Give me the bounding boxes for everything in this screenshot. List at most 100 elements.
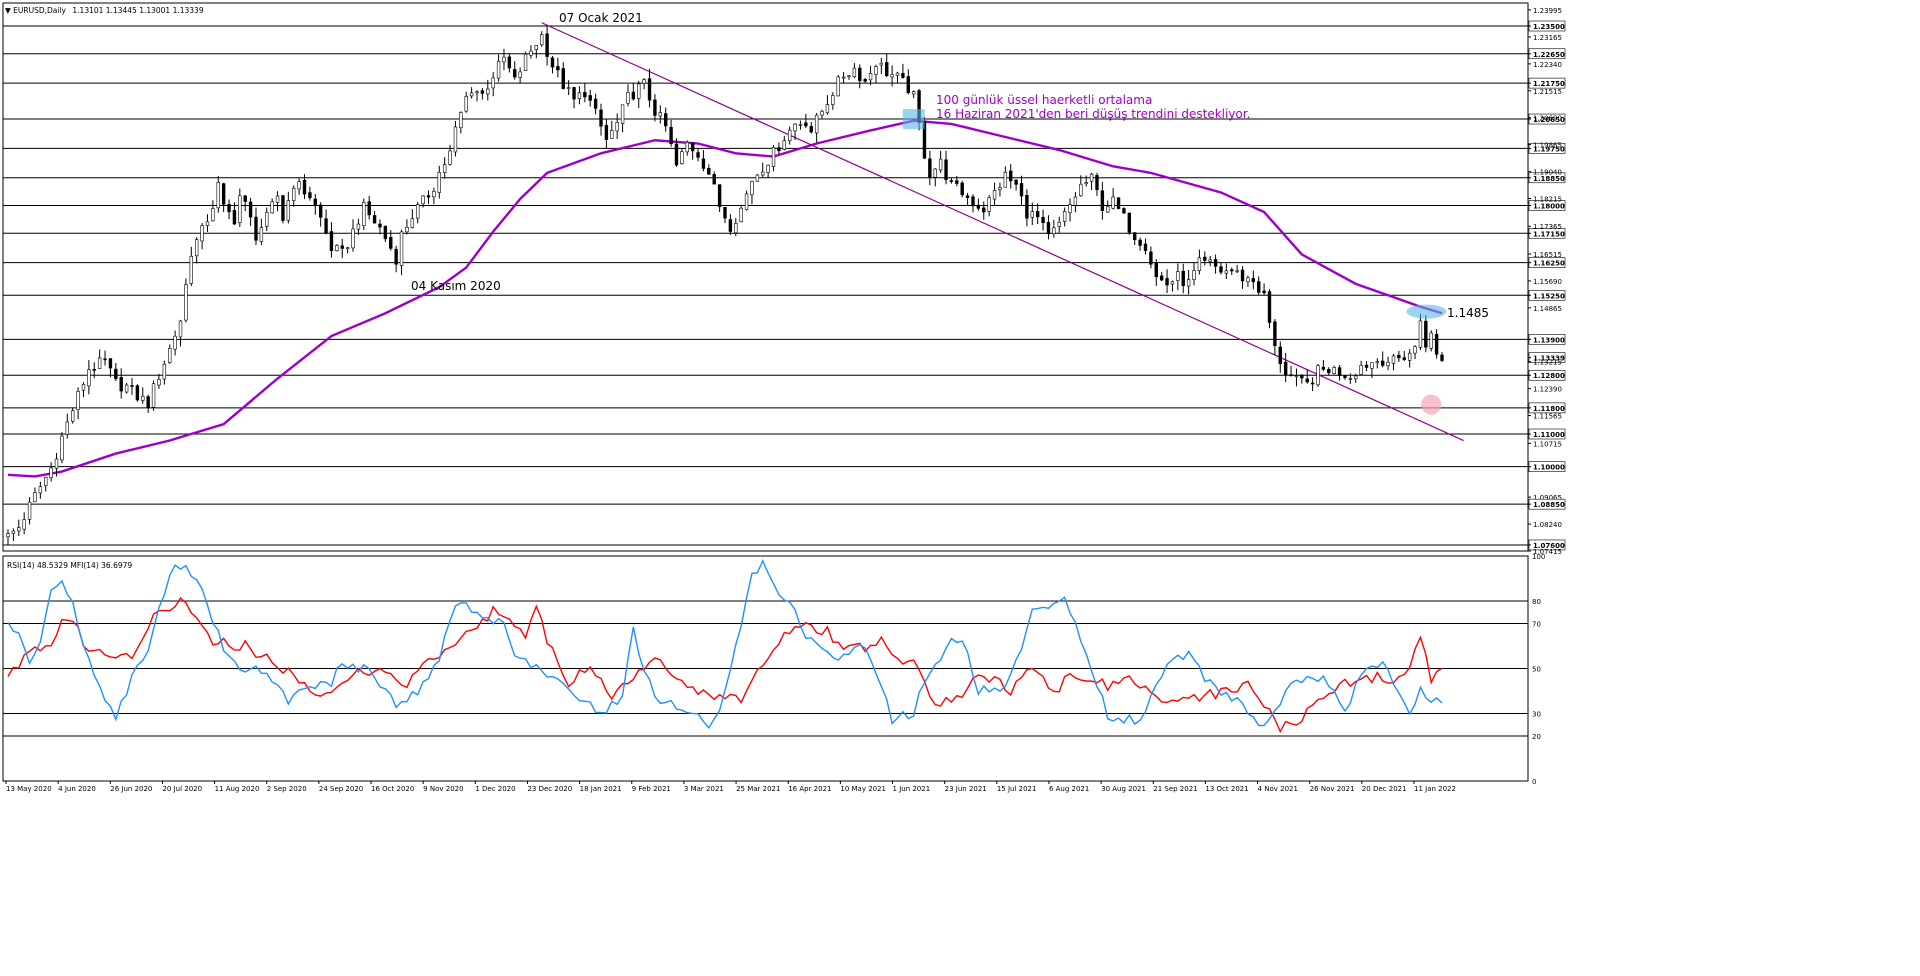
price-tick-label: 1.13215 <box>1533 359 1562 367</box>
candle-body <box>1127 212 1132 233</box>
candle-body <box>637 83 641 99</box>
candle-body <box>416 204 420 219</box>
highlight-markers <box>902 109 1447 415</box>
time-tick-label: 11 Aug 2020 <box>215 785 260 793</box>
candle-body <box>734 222 738 234</box>
candle-body <box>394 248 398 265</box>
candle-body <box>1380 360 1385 366</box>
candle-body <box>475 91 479 94</box>
candle-body <box>1364 364 1369 368</box>
candle-body <box>1084 182 1088 185</box>
chart-header: ▼ EURUSD,Daily 1.13101 1.13445 1.13001 1… <box>5 6 204 15</box>
time-tick-label: 24 Sep 2020 <box>319 785 363 793</box>
candle-body <box>44 476 48 486</box>
candle-body <box>442 164 447 173</box>
candle-body <box>793 123 797 132</box>
candle-body <box>168 347 172 364</box>
candle-body <box>955 180 959 184</box>
bottom-date-label: 04 Kasım 2020 <box>411 279 501 293</box>
price-axis[interactable]: 1.23995 1.23500 1.23165 1.22650 1.22340 1.217… <box>1528 7 1566 556</box>
price-tick-label: 1.18000 <box>1533 203 1565 211</box>
candle-body <box>324 218 328 234</box>
candle-body <box>1267 291 1272 323</box>
candle-body <box>453 126 458 153</box>
candle-body <box>901 73 905 78</box>
candle-body <box>653 99 657 116</box>
candle-body <box>383 225 388 240</box>
candle-body <box>588 95 592 101</box>
candle-body <box>1413 346 1417 354</box>
candle-body <box>1208 259 1212 262</box>
candle-body <box>329 231 334 252</box>
candle-body <box>76 391 80 410</box>
candle-body <box>351 228 355 249</box>
price-tick-label: 1.11565 <box>1533 413 1562 421</box>
candle-body <box>254 216 258 241</box>
candle-body <box>820 111 824 116</box>
candle-body <box>340 245 344 249</box>
time-tick-label: 23 Dec 2020 <box>527 785 572 793</box>
candle-body <box>1197 257 1202 271</box>
candle-body <box>1186 279 1191 287</box>
time-tick-label: 15 Jul 2021 <box>997 785 1037 793</box>
time-tick-label: 13 Oct 2021 <box>1205 785 1248 793</box>
candle-body <box>971 196 975 207</box>
candle-body <box>1106 206 1110 213</box>
price-tick-label: 1.16515 <box>1533 251 1562 259</box>
candle-body <box>928 158 932 178</box>
price-tick-label: 1.13339 <box>1533 355 1565 363</box>
candle-body <box>1057 221 1061 227</box>
menu-arrow-icon[interactable]: ▼ <box>5 6 11 15</box>
candle-body <box>583 92 587 98</box>
ema-polyline <box>7 119 1443 478</box>
candle-body <box>841 76 846 79</box>
candle-body <box>238 195 242 224</box>
candle-body <box>663 113 668 127</box>
price-tick-label: 1.20650 <box>1533 116 1565 124</box>
candle-body <box>836 76 840 97</box>
time-tick-label: 10 May 2021 <box>840 785 886 793</box>
price-tick-label: 1.10000 <box>1533 464 1565 472</box>
candle-body <box>173 335 177 350</box>
candle-body <box>911 91 916 95</box>
price-tick-label: 1.07415 <box>1533 548 1562 556</box>
candle-body <box>507 56 512 69</box>
price-chart[interactable]: 1.23995 1.23500 1.23165 1.22650 1.22340 1.217… <box>0 0 1567 797</box>
candle-body <box>572 87 576 100</box>
candle-body <box>825 104 830 114</box>
time-tick-label: 9 Nov 2020 <box>423 785 463 793</box>
time-axis[interactable]: 13 May 2020 4 Jun 2020 26 Jun 2020 20 Jul 2… <box>5 781 1456 793</box>
candle-body <box>550 57 555 68</box>
price-tick-label: 1.08240 <box>1533 521 1562 529</box>
time-tick-label: 4 Nov 2021 <box>1258 785 1298 793</box>
candle-body <box>620 104 625 124</box>
price-tick-label: 1.17365 <box>1533 223 1562 231</box>
candle-body <box>804 122 808 127</box>
candle-body <box>1278 346 1282 365</box>
candle-body <box>523 53 528 72</box>
candle-body <box>1176 271 1180 281</box>
candle-body <box>448 150 452 165</box>
candle-body <box>944 159 948 180</box>
candle-body <box>11 530 16 534</box>
price-tick-label: 1.23165 <box>1533 34 1562 42</box>
candle-body <box>265 211 269 227</box>
candle-body <box>1154 262 1158 278</box>
candle-body <box>696 152 700 158</box>
candle-body <box>1348 378 1353 380</box>
candle-body <box>1079 183 1083 197</box>
price-note-label: 1.1485 <box>1447 306 1489 320</box>
time-tick-label: 26 Nov 2021 <box>1310 785 1355 793</box>
price-tick-label: 1.16250 <box>1533 260 1565 268</box>
candle-body <box>87 369 91 387</box>
price-tick-label: 1.19865 <box>1533 142 1562 150</box>
candle-body <box>1181 271 1185 286</box>
indicator-axis[interactable]: 100 80 70 50 30 20 0 <box>1532 553 1545 786</box>
candle-body <box>1030 211 1034 218</box>
indicator-levels <box>3 600 1528 737</box>
candle-body <box>593 98 598 109</box>
candle-body <box>798 124 803 126</box>
indicator-tick-label: 100 <box>1532 553 1545 561</box>
candle-body <box>130 385 134 387</box>
candle-body <box>151 383 156 408</box>
